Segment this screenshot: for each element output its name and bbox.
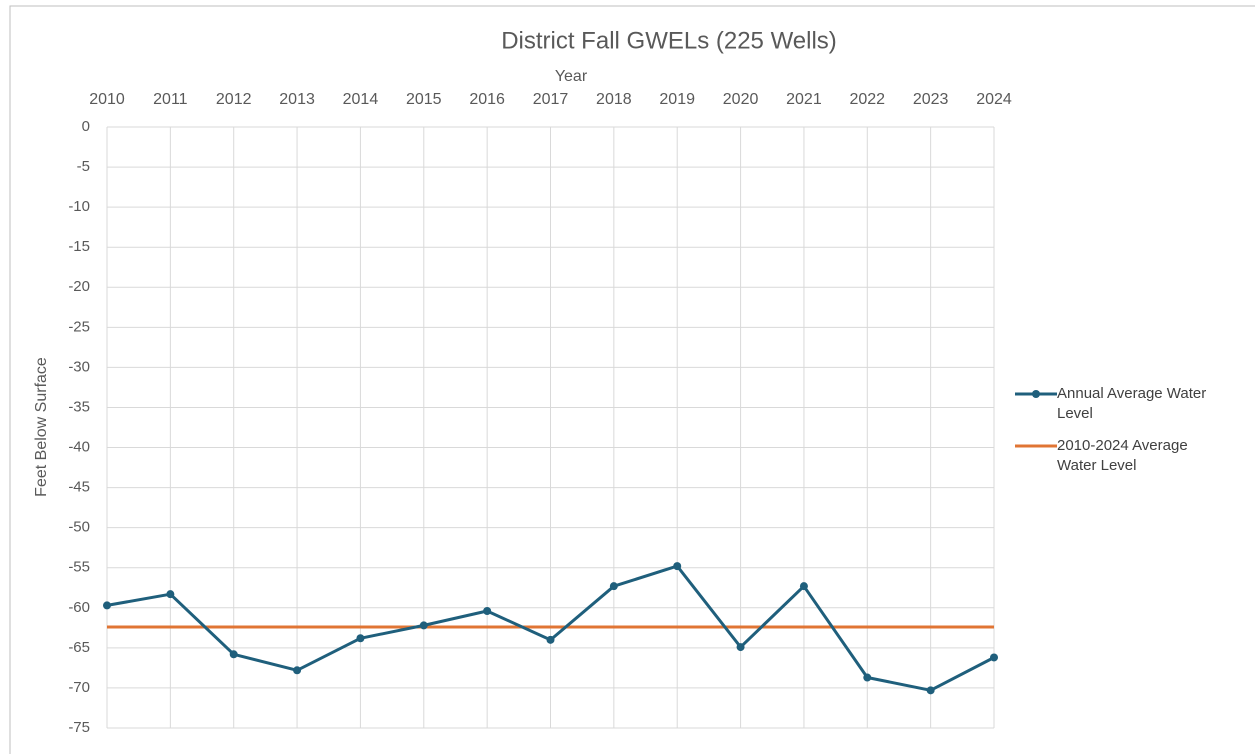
x-tick-label: 2021 [786,91,822,108]
chart-border [9,5,1255,754]
y-tick-label: -60 [68,599,90,616]
y-tick-label: -55 [68,559,90,576]
legend-label: 2010-2024 Average Water Level [1057,437,1188,474]
data-point [990,653,998,662]
x-tick-label: 2013 [279,91,315,108]
legend-item: Annual Average Water Level [1015,384,1215,424]
x-tick-label: 2010 [89,91,125,108]
data-point [736,643,745,652]
x-tick-label: 2015 [406,91,442,108]
data-point [166,590,175,599]
x-tick-label: 2014 [343,91,379,108]
x-tick-label: 2022 [849,91,885,108]
data-point [229,650,238,659]
data-point [419,621,428,630]
x-tick-label: 2020 [723,91,759,108]
y-tick-label: -50 [68,519,90,536]
x-tick-label: 2016 [469,91,505,108]
x-tick-label: 2019 [659,91,695,108]
data-point [103,601,111,610]
data-point [483,607,492,616]
y-tick-label: -35 [68,398,90,415]
y-tick-label: -10 [68,198,90,215]
y-tick-label: -15 [68,238,90,255]
y-tick-label: -45 [68,479,90,496]
y-tick-label: -5 [77,158,90,175]
x-tick-label: 2012 [216,91,252,108]
y-axis-title: Feet Below Surface [33,357,50,497]
data-point [293,666,302,675]
x-axis-title: Year [555,68,588,85]
data-point [356,634,365,643]
x-tick-label: 2018 [596,91,632,108]
x-tick-label: 2023 [913,91,949,108]
y-tick-label: -75 [68,719,90,736]
y-tick-label: -30 [68,358,90,375]
y-tick-label: -65 [68,639,90,656]
chart-title: District Fall GWELs (225 Wells) [501,27,837,54]
data-point [863,673,872,682]
y-tick-label: -25 [68,318,90,335]
legend-label: Annual Average Water Level [1057,385,1207,422]
x-tick-label: 2017 [533,91,569,108]
legend-item: 2010-2024 Average Water Level [1015,436,1215,476]
data-point [609,582,618,591]
y-tick-label: -70 [68,679,90,696]
legend-swatch [1015,444,1057,448]
data-point [799,582,808,591]
legend-marker [1032,390,1040,398]
x-tick-label: 2024 [976,91,1012,108]
x-tick-label: 2011 [153,91,188,108]
data-point [546,635,555,644]
data-point [673,562,682,571]
data-point [926,686,935,695]
y-tick-label: 0 [82,118,90,135]
legend-swatch [1015,390,1057,398]
y-tick-label: -20 [68,278,90,295]
y-tick-label: -40 [68,439,90,456]
